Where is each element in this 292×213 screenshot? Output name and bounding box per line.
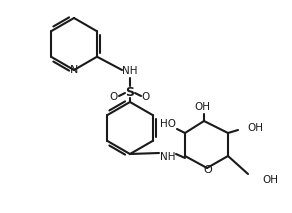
Text: OH: OH bbox=[194, 102, 210, 112]
Text: O: O bbox=[110, 92, 118, 102]
Text: NH: NH bbox=[160, 152, 176, 162]
Text: N: N bbox=[70, 65, 78, 75]
Text: O: O bbox=[204, 165, 212, 175]
Text: HO: HO bbox=[160, 119, 176, 129]
Text: O: O bbox=[142, 92, 150, 102]
Text: S: S bbox=[126, 85, 135, 98]
Text: OH: OH bbox=[247, 123, 263, 133]
Text: NH: NH bbox=[122, 66, 138, 76]
Text: OH: OH bbox=[262, 175, 278, 185]
